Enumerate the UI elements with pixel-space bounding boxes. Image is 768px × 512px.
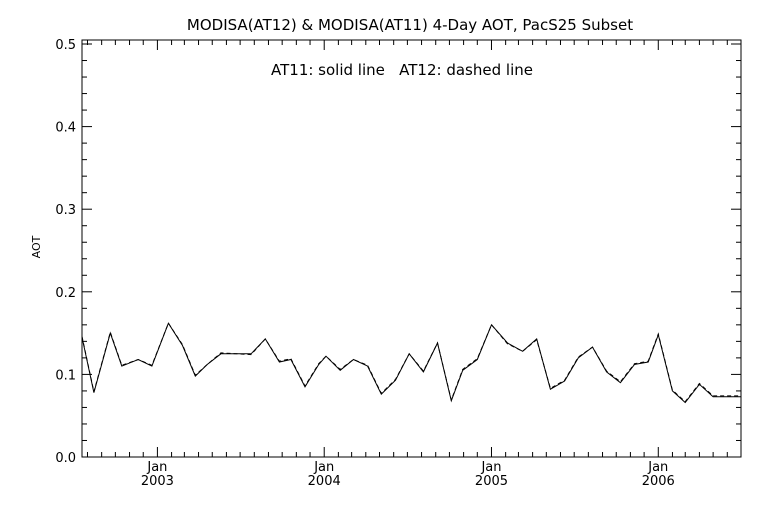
series-lines: [81, 322, 741, 404]
y-tick-label: 0.4: [55, 121, 76, 136]
y-tick-label: 0.1: [55, 368, 76, 383]
y-tick-label: 0.5: [55, 38, 76, 53]
plot-frame: [81, 39, 742, 458]
y-tick-label: 0.3: [55, 203, 76, 218]
y-tick-label: 0.0: [55, 451, 76, 466]
x-tick-month-label: Jan: [647, 460, 668, 475]
x-tick-year-label: 2003: [141, 474, 174, 489]
series-line-at11: [81, 322, 741, 404]
line-style-annotation: AT11: solid line AT12: dashed line: [271, 61, 533, 79]
chart-title: MODISA(AT12) & MODISA(AT11) 4-Day AOT, P…: [187, 16, 633, 34]
x-tick-month-label: Jan: [146, 460, 167, 475]
x-tick-month-label: Jan: [313, 460, 334, 475]
x-tick-year-label: 2004: [308, 474, 341, 489]
y-axis-label: AOT: [30, 235, 43, 258]
series-line-at12: [81, 322, 741, 403]
x-tick-year-label: 2005: [475, 474, 508, 489]
y-ticks: 0.0 0.1 0.2 0.3 0.4 0.5: [55, 38, 741, 466]
x-tick-month-label: Jan: [480, 460, 501, 475]
y-tick-label: 0.2: [55, 286, 76, 301]
x-tick-year-label: 2006: [642, 474, 675, 489]
